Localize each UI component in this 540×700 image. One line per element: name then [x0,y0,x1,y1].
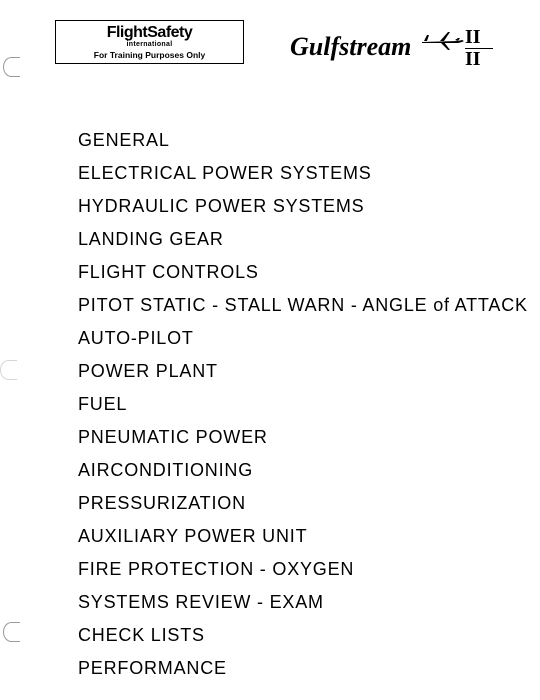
model-ii-bottom: II [465,50,493,69]
toc-item: PITOT STATIC - STALL WARN - ANGLE of ATT… [78,295,508,316]
toc-item: AUXILIARY POWER UNIT [78,526,508,547]
punch-hole [3,622,20,642]
toc-item: FUEL [78,394,508,415]
logo-word-flight: Flight [107,24,148,41]
document-page: FlightSafety international For Training … [0,0,540,700]
toc-item: PERFORMANCE [78,658,508,679]
aircraft-icon [420,30,470,52]
toc-item: LANDING GEAR [78,229,508,250]
gulfstream-model: II II [465,28,493,69]
toc-item: FLIGHT CONTROLS [78,262,508,283]
toc-item: AIRCONDITIONING [78,460,508,481]
toc-item: PNEUMATIC POWER [78,427,508,448]
punch-hole [0,360,17,380]
toc-item: FIRE PROTECTION - OXYGEN [78,559,508,580]
page-header: FlightSafety international For Training … [0,20,540,90]
toc-item: POWER PLANT [78,361,508,382]
table-of-contents: GENERAL ELECTRICAL POWER SYSTEMS HYDRAUL… [78,130,508,691]
toc-item: HYDRAULIC POWER SYSTEMS [78,196,508,217]
toc-item: ELECTRICAL POWER SYSTEMS [78,163,508,184]
gulfstream-logo: Gulfstream II II [290,28,520,73]
toc-item: CHECK LISTS [78,625,508,646]
toc-item: AUTO-PILOT [78,328,508,349]
flightsafety-logo-box: FlightSafety international For Training … [55,20,244,64]
toc-item: PRESSURIZATION [78,493,508,514]
gulfstream-script: Gulfstream [290,32,411,62]
toc-item: GENERAL [78,130,508,151]
logo-subtitle: international [62,41,237,48]
logo-word-safety: Safety [147,24,192,41]
model-ii-top: II [465,28,493,47]
flightsafety-logo: FlightSafety [62,25,237,41]
logo-tagline: For Training Purposes Only [62,50,237,60]
toc-item: SYSTEMS REVIEW - EXAM [78,592,508,613]
